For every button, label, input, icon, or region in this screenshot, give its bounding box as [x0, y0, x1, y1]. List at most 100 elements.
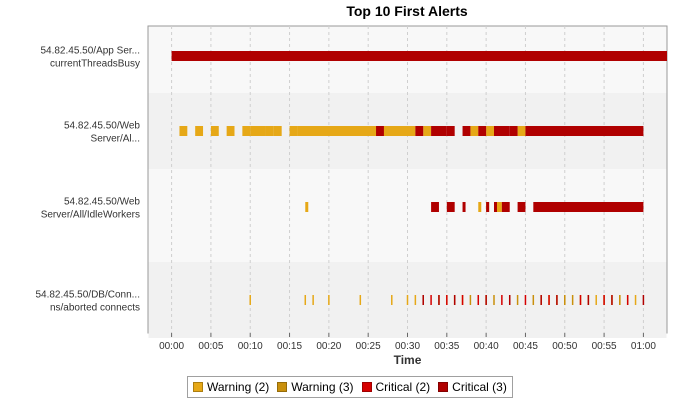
alert-event [312, 295, 314, 305]
legend-swatch [361, 382, 372, 392]
legend-item: Critical (2) [361, 380, 431, 394]
alert-event [430, 295, 432, 305]
alert-event [611, 295, 613, 305]
alert-event [453, 295, 456, 305]
alert-segment [501, 202, 510, 212]
category-label: 54.82.45.50/Web [64, 121, 140, 132]
x-tick-label: 00:35 [434, 341, 459, 352]
alert-segment [494, 126, 510, 136]
alert-segment [478, 202, 482, 212]
alert-segment [525, 126, 644, 136]
alert-segment [210, 126, 219, 136]
alert-segment [431, 126, 447, 136]
alert-segment [195, 126, 204, 136]
alert-segment [297, 126, 377, 136]
alert-event [304, 295, 307, 305]
x-tick-label: 00:00 [159, 341, 184, 352]
alert-event [359, 295, 362, 305]
alert-segment [242, 126, 251, 136]
alert-event [406, 295, 409, 305]
alert-segment [305, 202, 309, 212]
legend-item: Critical (3) [438, 380, 507, 394]
alert-event [564, 295, 566, 305]
alert-event [642, 295, 645, 305]
alert-event [516, 295, 519, 305]
x-tick-label: 00:25 [356, 341, 381, 352]
alert-event [438, 295, 440, 305]
x-tick-label: 00:55 [592, 341, 617, 352]
alert-segment [446, 202, 455, 212]
x-tick-label: 00:15 [277, 341, 302, 352]
alert-event [422, 295, 424, 305]
alert-event [634, 295, 637, 305]
x-tick-label: 00:40 [474, 341, 499, 352]
alert-segment [265, 126, 274, 136]
legend-item: Warning (2) [193, 380, 269, 394]
alert-segment [250, 126, 266, 136]
alert-segment [517, 126, 526, 136]
legend-swatch [193, 382, 203, 392]
alert-event [493, 295, 495, 305]
x-tick-label: 00:10 [238, 341, 263, 352]
x-tick-label: 00:45 [513, 341, 538, 352]
alert-event [469, 295, 472, 305]
alert-segment [494, 202, 502, 212]
alert-segment [171, 51, 667, 61]
alert-event [556, 295, 558, 305]
alert-segment [273, 126, 282, 136]
alert-segment [462, 126, 471, 136]
legend-label: Critical (2) [375, 380, 431, 394]
alert-event [508, 295, 511, 305]
alert-event [587, 295, 590, 305]
legend-swatch [438, 382, 449, 392]
alert-segment [289, 126, 298, 136]
x-tick-label: 00:20 [316, 341, 341, 352]
alert-event [595, 295, 597, 305]
alert-event [501, 295, 503, 305]
category-label: 54.82.45.50/DB/Conn... [35, 290, 140, 301]
alert-event [414, 295, 417, 305]
alert-event [446, 295, 448, 305]
alert-segment [376, 126, 384, 136]
category-label: currentThreadsBusy [50, 59, 140, 70]
x-tick-label: 00:50 [552, 341, 577, 352]
alert-event [540, 295, 542, 305]
category-label: Server/Al... [91, 134, 140, 145]
alert-segment [478, 126, 487, 136]
timeline-chart: 00:00 00:05 00:10 00:15 00:20 00:25 00:30 00:35… [35, 25, 668, 367]
x-axis-title: Time [394, 353, 422, 367]
alert-segment [179, 126, 188, 136]
alert-event [579, 295, 582, 305]
alert-event [477, 295, 480, 305]
alert-segment [376, 126, 408, 136]
alert-segment [509, 126, 518, 136]
alert-segment [517, 202, 526, 212]
legend-label: Warning (3) [291, 380, 354, 394]
category-label: ns/aborted connects [50, 303, 140, 314]
alert-event [328, 295, 330, 305]
chart-title: Top 10 First Alerts [346, 3, 468, 19]
alert-event [249, 295, 251, 305]
x-tick-label: 00:05 [198, 341, 223, 352]
alert-segment [494, 202, 497, 212]
legend: Warning (2) Warning (3) Critical (2) Critic… [187, 376, 513, 398]
alert-event [603, 295, 605, 305]
alert-segment [431, 202, 439, 212]
x-tick-label: 01:00 [631, 341, 656, 352]
alert-segment [462, 202, 466, 212]
alert-event [619, 295, 621, 305]
alert-segment [407, 126, 416, 136]
alert-event [626, 295, 629, 305]
x-tick-label: 00:30 [395, 341, 420, 352]
alert-segment [415, 126, 424, 136]
alert-segment [533, 202, 644, 212]
alert-segment [486, 126, 494, 136]
alert-segment [446, 126, 455, 136]
alert-segment [423, 126, 432, 136]
alert-segment [486, 202, 490, 212]
alert-event [571, 295, 574, 305]
category-label: Server/All/IdleWorkers [41, 210, 140, 221]
alert-event [391, 295, 393, 305]
legend-swatch [277, 382, 288, 392]
alert-event [461, 295, 464, 305]
